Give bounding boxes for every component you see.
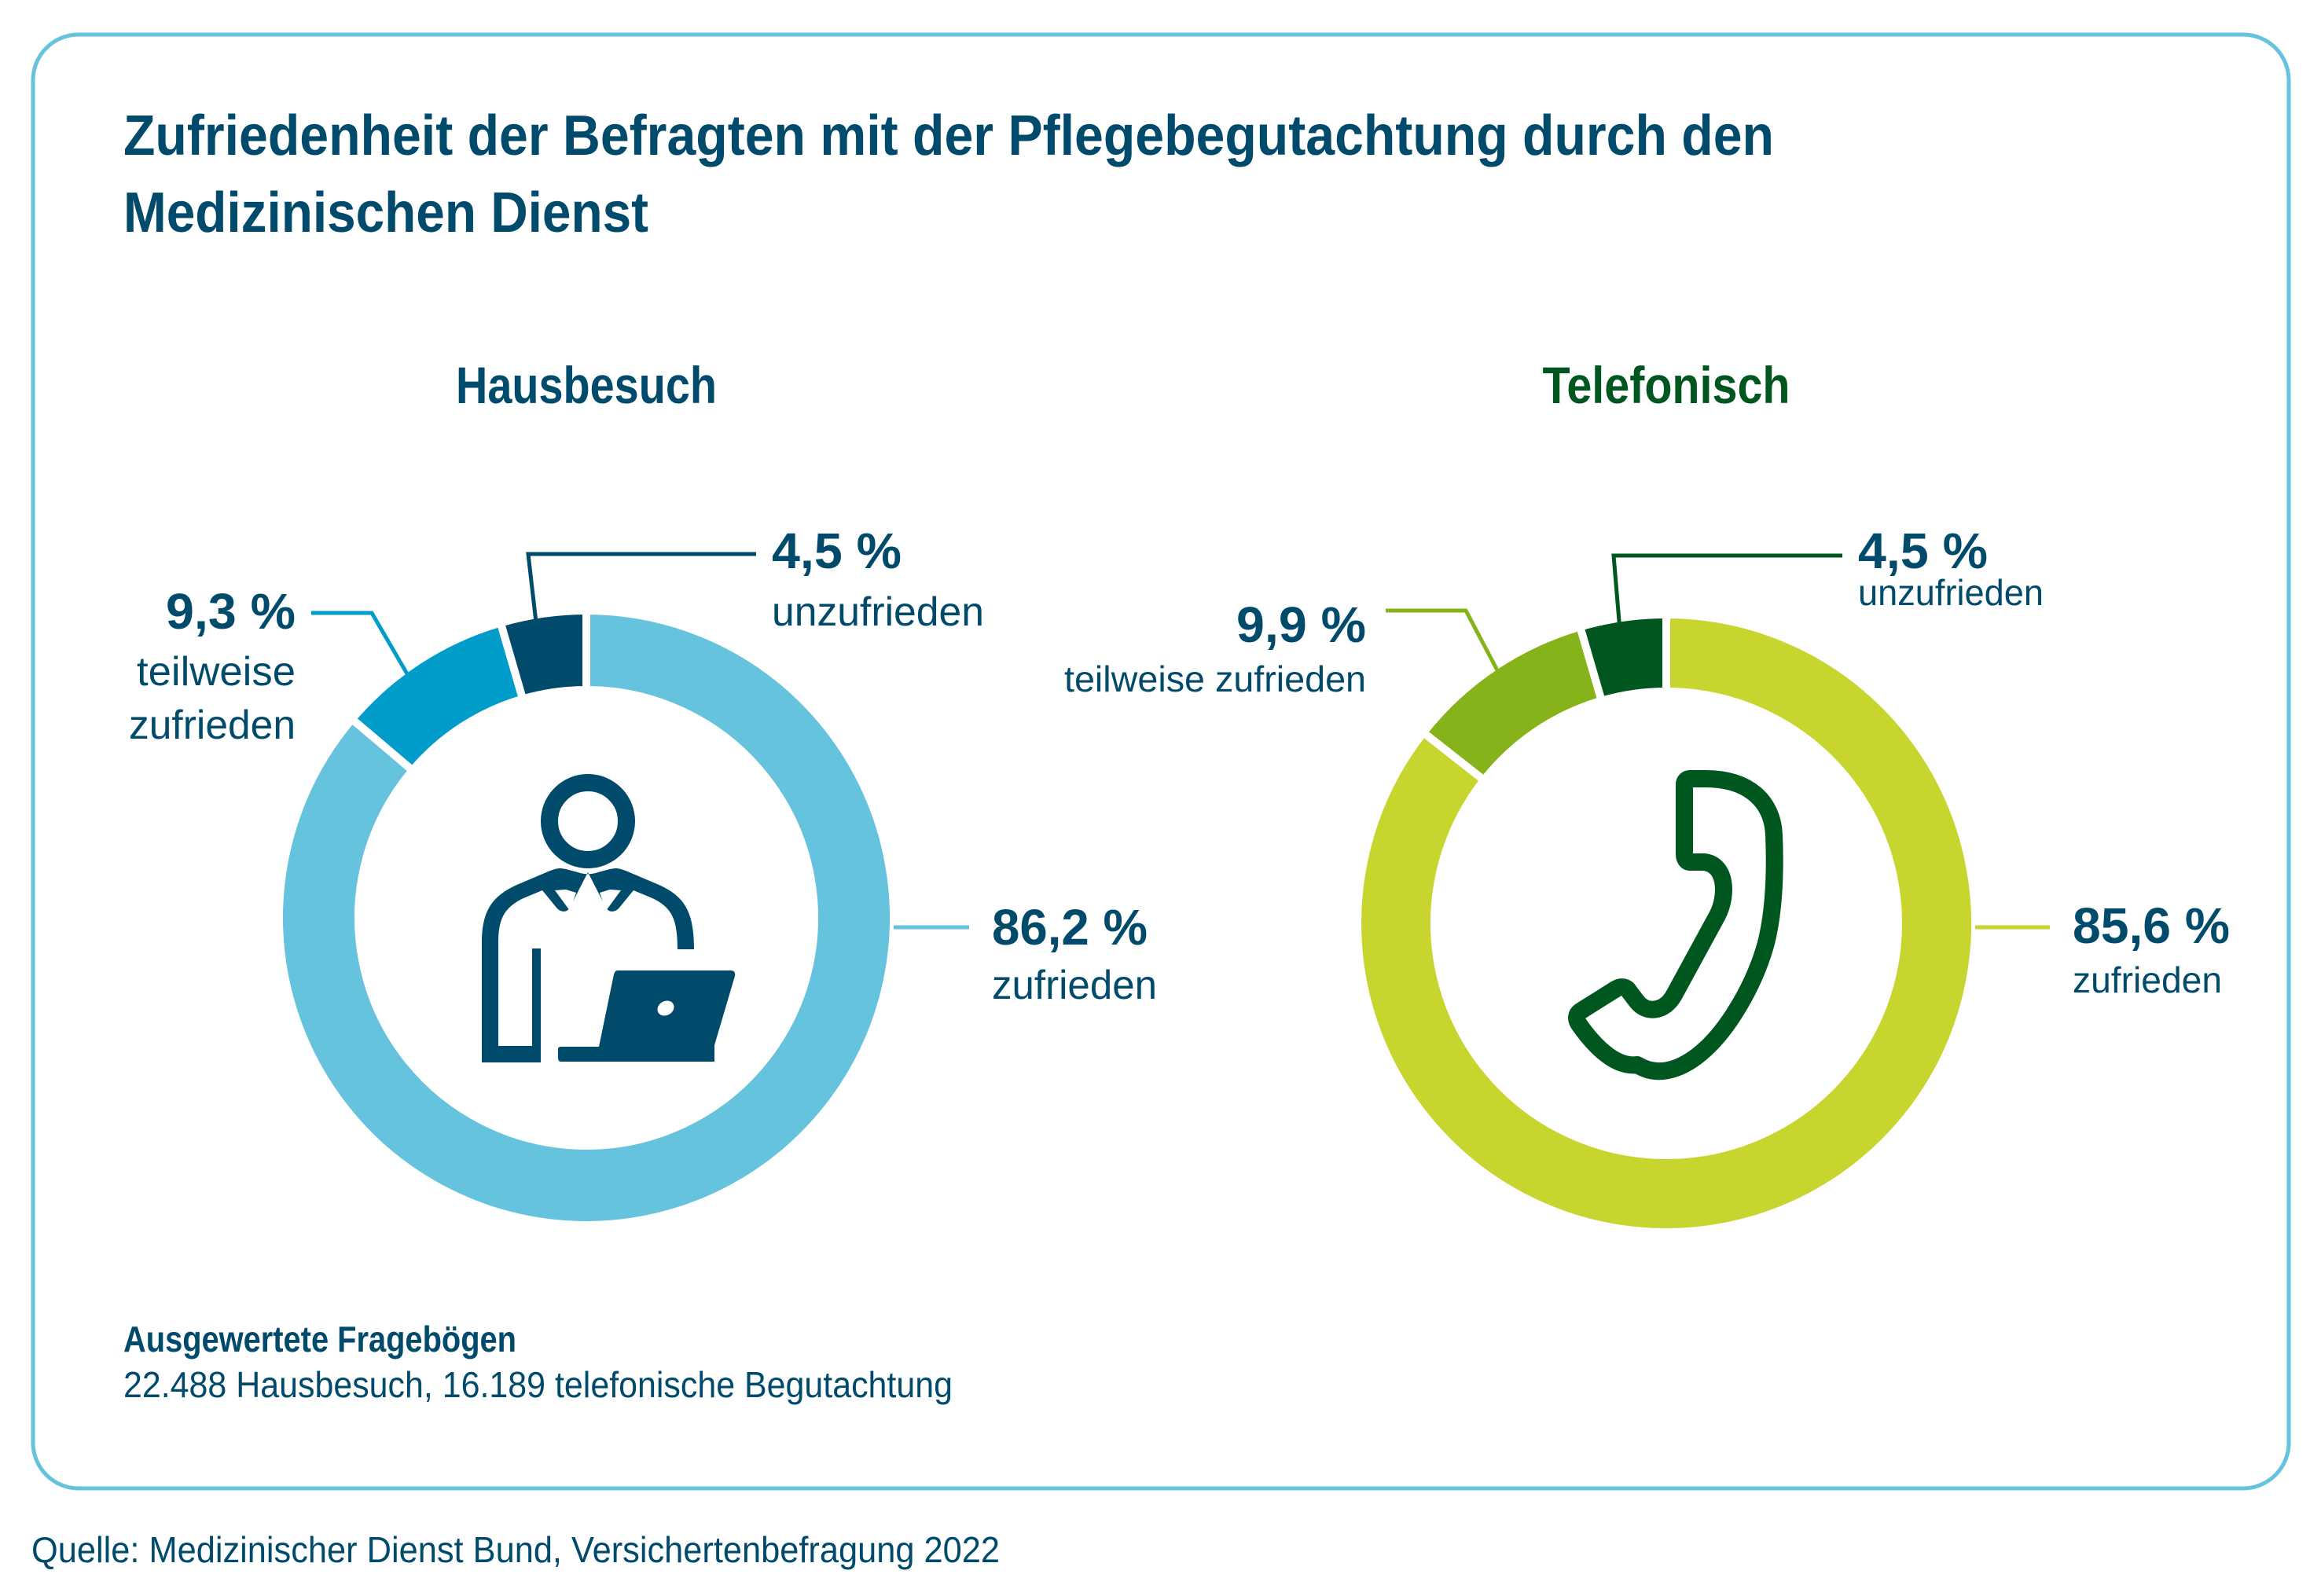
leader-line-unzufrieden [526,552,756,657]
chart-title-line-1: Zufriedenheit der Befragten mit der Pfle… [123,105,1774,167]
label-text-teilweise-line-2: zufrieden [129,703,296,748]
label-value-teilweise: 9,9 % [1236,596,1366,653]
donut-segment-zufrieden [1353,610,1979,1236]
leader-line-unzufrieden [1611,553,1842,659]
label-value-zufrieden: 86,2 % [992,899,1148,956]
label-text-unzufrieden: unzufrieden [1858,572,2044,613]
person-laptop-icon [482,774,736,1062]
label-value-unzufrieden: 4,5 % [772,523,902,579]
donut-title-telefonisch: Telefonisch [1543,356,1790,414]
label-text-unzufrieden: unzufrieden [772,589,984,635]
donut-hausbesuch: Hausbesuch 4,5 % unzufrieden 9,3 % teilw… [129,356,1157,1229]
label-text-teilweise: teilweise zufrieden [1064,659,1366,699]
donut-segments-hausbesuch [275,606,898,1229]
label-value-teilweise: 9,3 % [166,583,296,640]
donut-telefonisch: Telefonisch 4,5 % unzufrieden 9,9 % teil… [1064,356,2230,1236]
donut-title-hausbesuch: Hausbesuch [456,356,717,414]
donut-segment-zufrieden [275,606,898,1229]
note-body: 22.488 Hausbesuch, 16.189 telefonische B… [123,1364,953,1405]
label-value-zufrieden: 85,6 % [2073,897,2230,954]
label-text-teilweise-line-1: teilweise [137,649,296,695]
chart-title-line-2: Medizinischen Dienst [123,182,648,244]
label-value-unzufrieden: 4,5 % [1858,523,1988,579]
source-note: Quelle: Medizinischer Dienst Bund, Versi… [31,1529,1000,1570]
leader-line-teilweise [311,611,411,678]
label-text-zufrieden: zufrieden [992,963,1157,1008]
leader-line-teilweise [1386,608,1500,672]
label-text-zufrieden: zufrieden [2073,959,2222,1000]
donut-segment-unzufrieden [495,606,590,704]
card-frame [31,32,2291,1491]
phone-handset-icon [1568,770,1783,1081]
note-heading: Ausgewertete Fragebögen [123,1319,516,1359]
